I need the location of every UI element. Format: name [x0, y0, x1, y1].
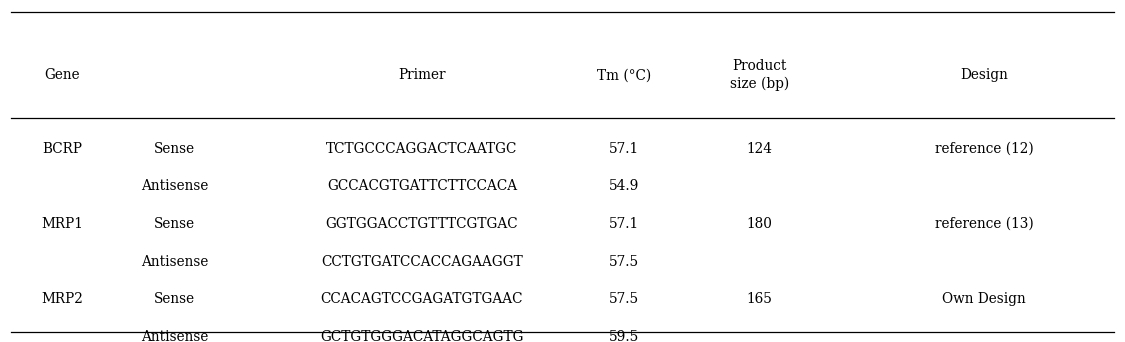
Text: 57.5: 57.5: [610, 292, 639, 306]
Text: Antisense: Antisense: [141, 255, 208, 268]
Text: Product
size (bp): Product size (bp): [730, 59, 789, 91]
Text: Gene: Gene: [44, 68, 80, 82]
Text: Design: Design: [961, 68, 1008, 82]
Text: GCTGTGGGACATAGGCAGTG: GCTGTGGGACATAGGCAGTG: [321, 330, 523, 342]
Text: 57.1: 57.1: [610, 142, 639, 156]
Text: 59.5: 59.5: [610, 330, 639, 342]
Text: Sense: Sense: [154, 292, 195, 306]
Text: 54.9: 54.9: [610, 180, 639, 193]
Text: 124: 124: [746, 142, 773, 156]
Text: reference (12): reference (12): [935, 142, 1034, 156]
Text: Sense: Sense: [154, 217, 195, 231]
Text: 180: 180: [747, 217, 772, 231]
Text: 57.1: 57.1: [610, 217, 639, 231]
Text: Antisense: Antisense: [141, 180, 208, 193]
Text: Own Design: Own Design: [943, 292, 1026, 306]
Text: Sense: Sense: [154, 142, 195, 156]
Text: GCCACGTGATTCTTCCACA: GCCACGTGATTCTTCCACA: [327, 180, 518, 193]
Text: Tm (°C): Tm (°C): [597, 68, 651, 82]
Text: 165: 165: [747, 292, 772, 306]
Text: Antisense: Antisense: [141, 330, 208, 342]
Text: CCACAGTCCGAGATGTGAAC: CCACAGTCCGAGATGTGAAC: [321, 292, 523, 306]
Text: MRP2: MRP2: [40, 292, 83, 306]
Text: reference (13): reference (13): [935, 217, 1034, 231]
Text: 57.5: 57.5: [610, 255, 639, 268]
Text: TCTGCCCAGGACTCAATGC: TCTGCCCAGGACTCAATGC: [326, 142, 518, 156]
Text: BCRP: BCRP: [42, 142, 82, 156]
Text: CCTGTGATCCACCAGAAGGT: CCTGTGATCCACCAGAAGGT: [321, 255, 523, 268]
Text: Primer: Primer: [398, 68, 446, 82]
Text: GGTGGACCTGTTTCGTGAC: GGTGGACCTGTTTCGTGAC: [325, 217, 519, 231]
Text: MRP1: MRP1: [40, 217, 83, 231]
